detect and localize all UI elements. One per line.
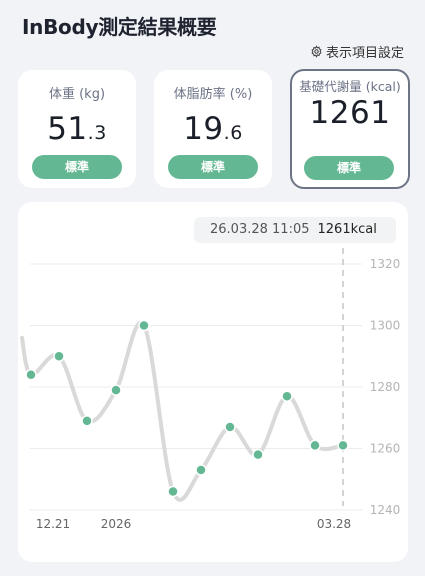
y-tick-label: 1300 xyxy=(370,319,401,333)
tooltip-date: 26.03.28 11:05 xyxy=(210,222,310,237)
data-point xyxy=(252,448,264,461)
data-point xyxy=(110,384,122,396)
weight-label: 体重 (kg) xyxy=(48,87,106,102)
data-point xyxy=(195,464,207,476)
series-line xyxy=(20,320,345,502)
y-tick-label: 1320 xyxy=(370,257,401,271)
x-tick-label: 2026 xyxy=(101,517,132,531)
y-tick-label: 1260 xyxy=(370,442,401,456)
display-settings-label: 表示項目設定 xyxy=(325,46,404,61)
bmr-label: 基礎代謝量 (kcal) xyxy=(299,79,401,94)
gear-icon xyxy=(311,45,322,58)
tooltip-value: 1261kcal xyxy=(317,222,377,237)
body-fat-label: 体脂肪率 (%) xyxy=(173,87,253,102)
weight-status-badge: 標準 xyxy=(32,155,122,179)
data-point xyxy=(337,439,349,452)
chart-tooltip: 26.03.28 11:05 1261kcal xyxy=(194,217,396,243)
x-tick-label: 03.28 xyxy=(317,517,351,531)
data-point xyxy=(138,319,150,332)
data-point xyxy=(53,350,65,362)
weight-card[interactable]: 体重 (kg) 51.3 標準 xyxy=(18,70,136,188)
body-fat-status-badge: 標準 xyxy=(168,155,258,179)
y-tick-label: 1280 xyxy=(370,380,401,394)
page-title: InBody測定結果概要 xyxy=(22,15,217,39)
data-point xyxy=(281,390,293,402)
data-point xyxy=(224,421,236,433)
body-fat-value: 19.6 xyxy=(183,111,243,147)
bmr-status-badge: 標準 xyxy=(304,156,394,180)
y-tick-label: 1240 xyxy=(370,503,401,517)
bmr-value: 1261 xyxy=(309,95,391,131)
data-point xyxy=(309,439,321,452)
x-tick-label: 12.21 xyxy=(36,517,70,531)
data-point xyxy=(25,368,37,381)
data-point xyxy=(167,485,179,498)
weight-value: 51.3 xyxy=(47,111,107,147)
display-settings-button[interactable]: 表示項目設定 xyxy=(310,42,404,61)
data-point xyxy=(81,415,93,427)
body-fat-card[interactable]: 体脂肪率 (%) 19.6 標準 xyxy=(154,70,272,188)
bmr-card[interactable]: 基礎代謝量 (kcal) 1261 標準 xyxy=(290,69,410,189)
